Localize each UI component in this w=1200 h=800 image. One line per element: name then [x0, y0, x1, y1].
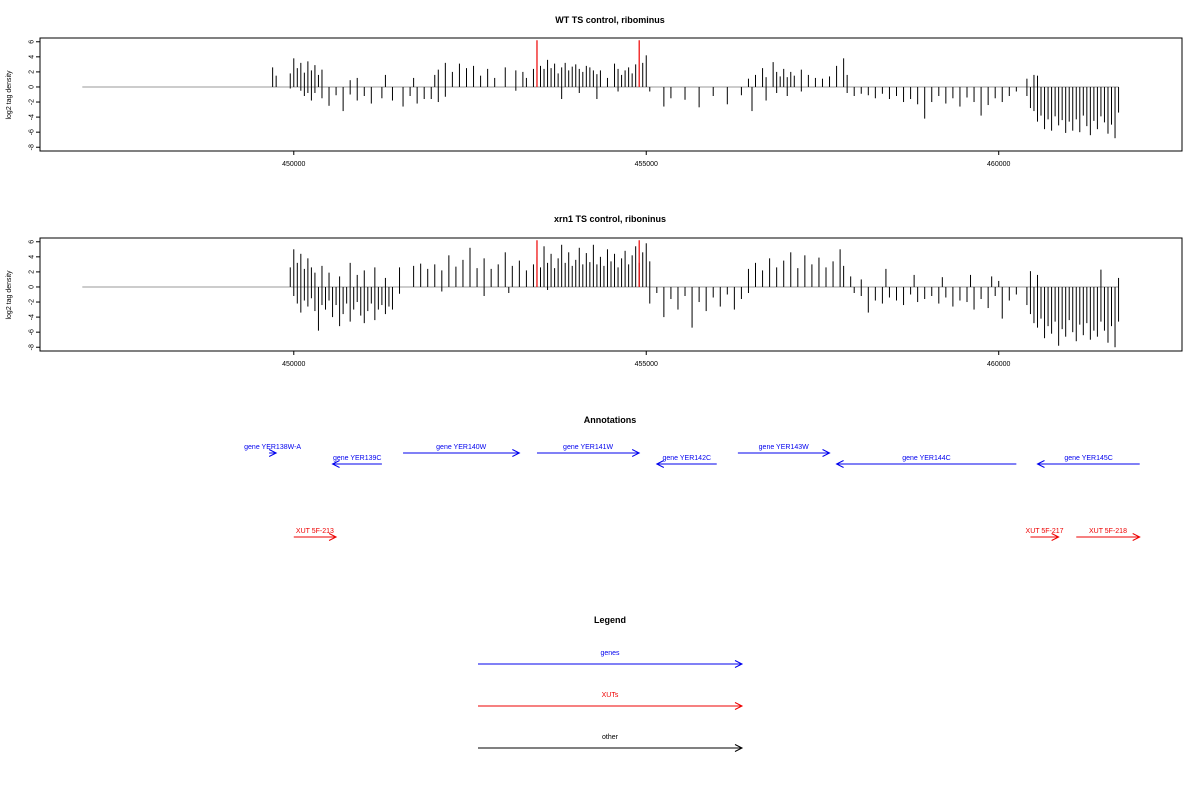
gene-label: gene YER143W	[759, 444, 809, 451]
xrn1-plot-area: -8 -6 -4 -2 0 2 4 6 450000 455000 460000	[29, 240, 1120, 368]
y-tick-label: -6	[29, 329, 36, 335]
x-tick-label: 450000	[282, 161, 305, 168]
gene-label: gene YER142C	[663, 455, 712, 462]
y-tick-label: -2	[29, 299, 36, 305]
legend-other-label: other	[602, 734, 619, 741]
x-tick-label: 450000	[282, 361, 305, 368]
gene-arrow	[737, 449, 831, 457]
legend-xut-arrow	[478, 702, 744, 710]
wt-y-axis-label: log2 tag density	[6, 70, 13, 120]
annotations-title: Annotations	[584, 415, 637, 425]
wt-plot-frame	[39, 37, 1183, 152]
wt-panel-title: WT TS control, ribominus	[555, 15, 665, 25]
gene-arrow	[835, 460, 1017, 468]
legend-items: genes XUTs other	[478, 650, 744, 752]
x-tick-label: 455000	[635, 161, 658, 168]
y-tick-label: 6	[29, 40, 36, 44]
legend-xut-label: XUTs	[602, 692, 619, 699]
x-tick-label: 460000	[987, 361, 1010, 368]
legend-gene-label: genes	[600, 650, 620, 657]
gene-label: gene YER139C	[333, 455, 382, 462]
legend-other-arrow	[478, 744, 744, 752]
gene-arrow	[1036, 460, 1140, 468]
y-tick-label: -4	[29, 114, 36, 120]
y-tick-label: 4	[29, 255, 36, 259]
y-tick-label: 6	[29, 240, 36, 244]
gene-label: gene YER140W	[436, 444, 486, 451]
legend-title: Legend	[594, 615, 626, 625]
xut-arrow	[1030, 533, 1060, 541]
gene-arrow	[403, 449, 521, 457]
gene-label: gene YER144C	[902, 455, 951, 462]
y-tick-label: 2	[29, 270, 36, 274]
y-tick-label: 2	[29, 70, 36, 74]
x-tick-label: 460000	[987, 161, 1010, 168]
xut-label: XUT 5F-218	[1089, 528, 1127, 535]
gene-arrow	[331, 460, 382, 468]
xut-arrow	[293, 533, 338, 541]
xut-arrow	[1076, 533, 1141, 541]
wt-coverage-panel: WT TS control, ribominus log2 tag densit…	[6, 15, 1183, 168]
xrn1-coverage-panel: xrn1 TS control, riboninus log2 tag dens…	[6, 214, 1183, 368]
gene-arrow	[536, 449, 641, 457]
gene-arrow	[268, 449, 278, 457]
y-tick-label: 4	[29, 55, 36, 59]
xrn1-panel-title: xrn1 TS control, riboninus	[554, 214, 666, 224]
y-tick-label: 0	[29, 285, 36, 289]
xut-label: XUT 5F-213	[296, 528, 334, 535]
x-tick-label: 455000	[635, 361, 658, 368]
y-tick-label: 0	[29, 85, 36, 89]
y-tick-label: -8	[29, 344, 36, 350]
y-tick-label: -4	[29, 314, 36, 320]
y-tick-label: -8	[29, 144, 36, 150]
wt-plot-area: -8 -6 -4 -2 0 2 4 6 450000 455000 460000	[29, 40, 1120, 168]
y-tick-label: -6	[29, 129, 36, 135]
gene-label: gene YER145C	[1064, 455, 1113, 462]
y-tick-label: -2	[29, 99, 36, 105]
xrn1-y-axis-label: log2 tag density	[6, 270, 13, 320]
gene-label: gene YER141W	[563, 444, 613, 451]
gene-arrow	[655, 460, 717, 468]
xrn1-plot-frame	[39, 237, 1183, 352]
annotation-tracks: gene YER138W-A gene YER139C gene YER140W ge…	[244, 444, 1141, 541]
legend-gene-arrow	[478, 660, 744, 668]
gene-label: gene YER138W-A	[244, 444, 301, 451]
legend-panel: Legend genes XUTs other	[478, 615, 744, 752]
xut-label: XUT 5F-217	[1026, 528, 1064, 535]
